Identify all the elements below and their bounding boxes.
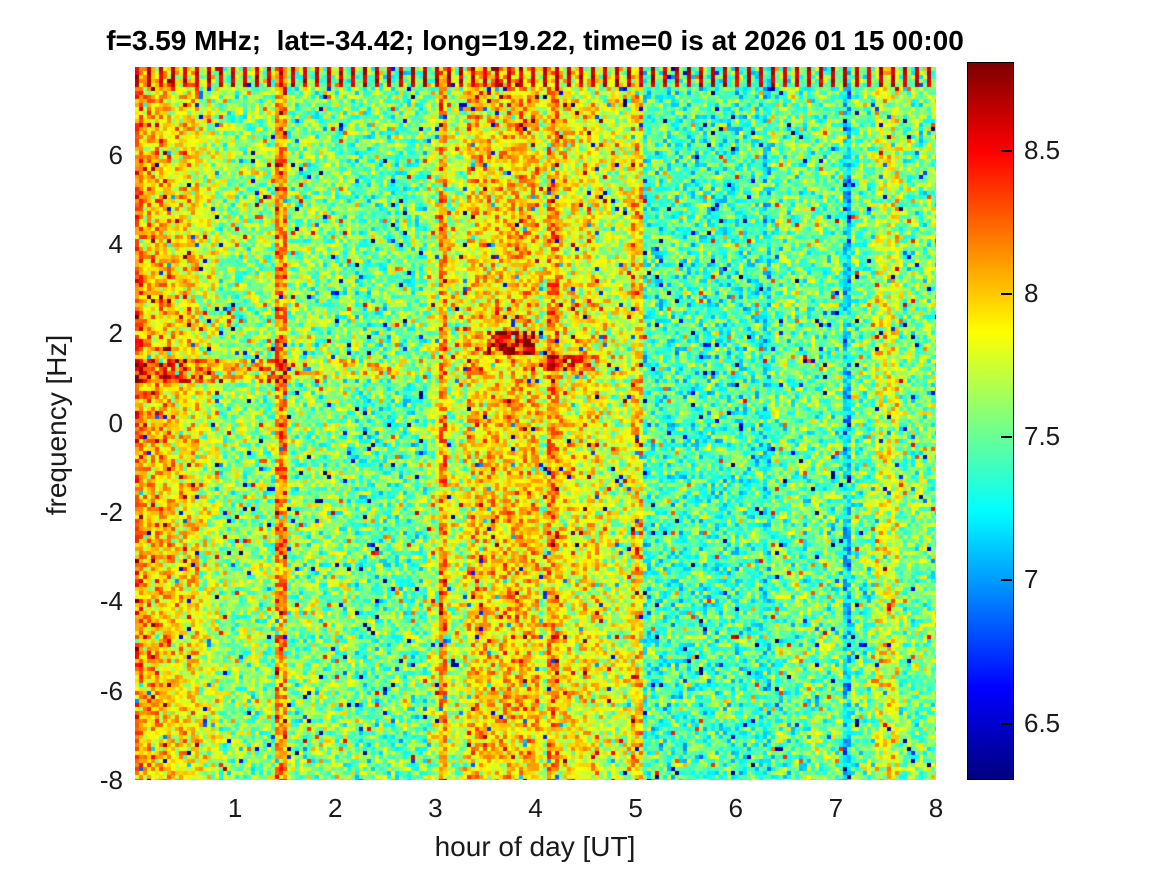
x-tick-label: 3: [428, 793, 443, 823]
x-tick-label: 4: [528, 793, 543, 823]
x-axis-label: hour of day [UT]: [434, 831, 636, 862]
y-tick-label: -2: [99, 496, 123, 527]
y-tick-label: -6: [99, 675, 123, 706]
colorbar-tick-label: 8: [1024, 277, 1039, 308]
colorbar-tick-mark: [1001, 436, 1012, 439]
colorbar: [967, 62, 1014, 780]
x-tick-label: 5: [628, 793, 643, 823]
x-tick-label: 8: [928, 793, 944, 823]
y-tick-label: -8: [99, 765, 123, 795]
y-tick-label: -4: [99, 586, 123, 617]
y-tick-label: 4: [108, 228, 123, 259]
x-tick-label: 7: [828, 793, 844, 823]
y-tick-label: 2: [108, 318, 123, 349]
x-tick-label: 6: [728, 793, 743, 823]
x-tick-label: 1: [227, 793, 243, 823]
y-tick-label: 0: [108, 407, 123, 438]
colorbar-tick-mark: [1001, 579, 1012, 582]
colorbar-tick-label: 7.5: [1024, 421, 1061, 452]
x-tick-label: 2: [328, 793, 343, 823]
colorbar-tick-label: 6.5: [1024, 707, 1061, 738]
colorbar-tick-label: 7: [1024, 564, 1039, 595]
spectrogram-heatmap: [135, 67, 936, 780]
colorbar-tick-label: 8.5: [1024, 134, 1061, 165]
colorbar-tick-mark: [1001, 722, 1012, 725]
colorbar-tick-mark: [1001, 292, 1012, 295]
y-tick-label: 6: [108, 139, 123, 170]
colorbar-tick-mark: [1001, 149, 1012, 152]
plot-title: f=3.59 MHz; lat=-34.42; long=19.22, time…: [106, 25, 964, 56]
